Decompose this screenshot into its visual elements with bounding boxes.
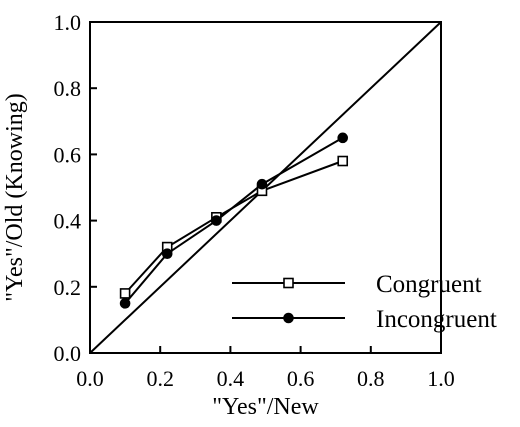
x-tick-label: 0.8 (357, 366, 385, 391)
y-tick-label: 0.0 (54, 341, 82, 366)
data-point-incongruent (337, 132, 349, 144)
series-line-congruent (124, 160, 344, 295)
data-point-congruent (119, 288, 131, 299)
y-tick-label: 0.2 (54, 275, 82, 300)
x-tick-label: 0.6 (287, 366, 315, 391)
data-point-incongruent (256, 178, 268, 190)
axes-layer: 0.0 0.2 0.4 0.6 0.8 1.0 0.0 0.2 0.4 0.6 0.8 1.0 (54, 10, 455, 391)
data-point-congruent (337, 155, 349, 167)
y-tick-label: 0.6 (54, 142, 82, 167)
legend-layer: Congruent Incongruent (232, 271, 497, 333)
data-point-incongruent (211, 215, 222, 226)
legend-entry-congruent: Congruent (232, 271, 482, 298)
x-tick-label: 0.2 (146, 366, 174, 391)
legend-marker-congruent (283, 277, 294, 289)
series-incongruent (119, 132, 349, 309)
y-axis-title: "Yes"/Old (Knowing) (2, 93, 28, 302)
series-line-incongruent (124, 136, 344, 305)
y-tick-label: 1.0 (54, 10, 82, 35)
y-tick-label: 0.4 (54, 209, 82, 234)
legend-label-congruent: Congruent (376, 271, 482, 298)
data-point-incongruent (161, 248, 173, 259)
series-congruent (119, 155, 349, 299)
legend-marker-incongruent (283, 312, 294, 324)
x-tick-label: 0.0 (76, 366, 104, 391)
data-point-incongruent (119, 298, 131, 309)
plot-frame (89, 21, 442, 354)
series-layer (119, 132, 349, 309)
legend-entry-incongruent: Incongruent (232, 306, 497, 333)
y-tick-label: 0.8 (54, 76, 82, 101)
x-axis-title: "Yes"/New (212, 394, 319, 420)
legend-label-incongruent: Incongruent (376, 306, 497, 333)
x-tick-label: 1.0 (427, 366, 455, 391)
x-tick-label: 0.4 (217, 366, 245, 391)
